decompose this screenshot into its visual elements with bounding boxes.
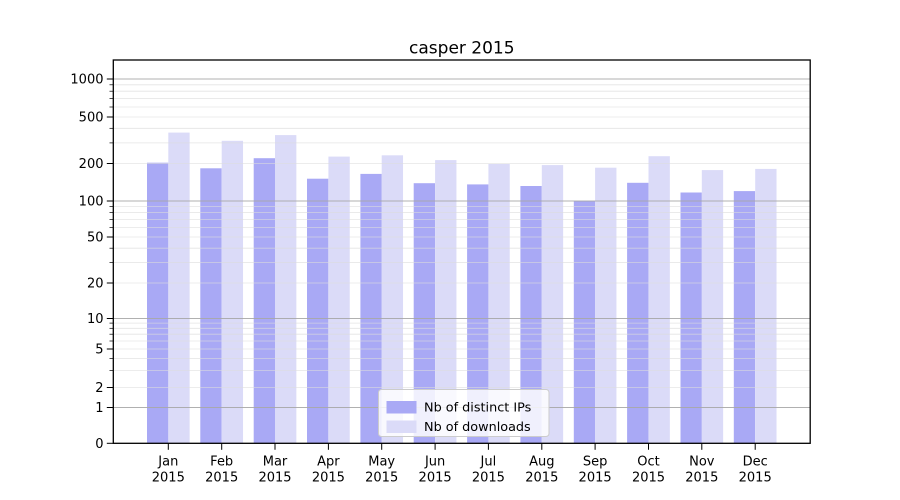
bar-nb-of-distinct-ips-mar [253, 158, 276, 444]
bar-nb-of-distinct-ips-jul [467, 184, 489, 444]
x-tick-label-sep: Sep 2015 [579, 455, 612, 486]
x-tick-year-jan: 2015 [152, 471, 185, 486]
x-tick-month-nov: Nov [689, 455, 715, 470]
legend: Nb of distinct IPs Nb of downloads [378, 389, 550, 437]
bar-nb-of-distinct-ips-oct [627, 182, 649, 444]
x-tick-month-sep: Sep [583, 455, 608, 470]
bar-nb-of-downloads-jul [488, 164, 510, 444]
y-tick-label-1000: 1000 [70, 73, 103, 88]
x-tick-label-feb: Feb 2015 [205, 455, 238, 486]
bar-nb-of-distinct-ips-nov [680, 192, 702, 444]
bar-nb-of-downloads-nov [701, 170, 724, 444]
x-tick-year-may: 2015 [365, 471, 398, 486]
x-tick-label-oct: Oct 2015 [632, 455, 665, 486]
bar-nb-of-distinct-ips-dec [733, 191, 756, 444]
y-tick-label-2: 2 [95, 381, 103, 396]
bar-nb-of-distinct-ips-jan [147, 162, 169, 444]
x-tick-year-nov: 2015 [685, 471, 718, 486]
x-tick-month-apr: Apr [317, 455, 340, 470]
bar-nb-of-distinct-ips-may [360, 173, 382, 444]
bar-nb-of-downloads-aug [541, 165, 564, 444]
x-tick-month-aug: Aug [529, 455, 554, 470]
bar-nb-of-downloads-oct [648, 156, 670, 444]
x-tick-label-may: May 2015 [365, 455, 398, 486]
legend-box [378, 389, 550, 437]
bar-nb-of-downloads-sep [595, 167, 617, 444]
x-tick-month-jan: Jan [157, 455, 178, 470]
y-tick-label-500: 500 [79, 111, 104, 126]
y-tick-label-0: 0 [95, 437, 103, 452]
y-tick-label-50: 50 [87, 231, 104, 246]
x-tick-label-jun: Jun 2015 [419, 455, 452, 486]
x-tick-year-mar: 2015 [258, 471, 291, 486]
x-tick-label-apr: Apr 2015 [312, 455, 345, 486]
y-tick-label-20: 20 [87, 277, 104, 292]
x-tick-year-jul: 2015 [472, 471, 505, 486]
x-tick-year-sep: 2015 [579, 471, 612, 486]
legend-label-nb-of-downloads: Nb of downloads [424, 420, 531, 435]
x-tick-month-oct: Oct [637, 455, 659, 470]
bar-nb-of-distinct-ips-feb [200, 168, 222, 444]
legend-swatch-nb-of-distinct-ips [386, 401, 417, 414]
x-tick-year-jun: 2015 [419, 471, 452, 486]
bar-nb-of-downloads-apr [328, 156, 350, 444]
legend-label-nb-of-distinct-ips: Nb of distinct IPs [424, 401, 532, 416]
x-tick-year-aug: 2015 [525, 471, 558, 486]
x-tick-label-dec: Dec 2015 [739, 455, 772, 486]
x-tick-month-mar: Mar [263, 455, 288, 470]
x-tick-month-jul: Jul [480, 455, 497, 470]
bar-nb-of-downloads-mar [275, 135, 297, 444]
x-tick-year-dec: 2015 [739, 471, 772, 486]
x-tick-label-aug: Aug 2015 [525, 455, 558, 486]
bar-nb-of-distinct-ips-aug [520, 186, 542, 444]
bar-nb-of-distinct-ips-apr [307, 178, 329, 444]
grid-layer [113, 78, 811, 408]
bar-nb-of-distinct-ips-sep [573, 201, 596, 444]
plot-border [112, 59, 811, 444]
x-tick-label-jul: Jul 2015 [472, 455, 505, 486]
chart-title: casper 2015 [409, 39, 515, 59]
y-tick-label-200: 200 [79, 157, 104, 172]
x-tick-year-feb: 2015 [205, 471, 238, 486]
x-tick-label-nov: Nov 2015 [685, 455, 718, 486]
y-tick-label-1: 1 [95, 401, 103, 416]
x-tick-year-oct: 2015 [632, 471, 665, 486]
legend-swatch-nb-of-downloads [386, 420, 417, 433]
bar-nb-of-downloads-feb [221, 140, 244, 444]
x-tick-year-apr: 2015 [312, 471, 345, 486]
x-tick-label-jan: Jan 2015 [152, 455, 185, 486]
x-tick-month-feb: Feb [210, 455, 233, 470]
y-axis: 0 1 2 5 10 20 50 100 200 500 1000 [70, 73, 114, 452]
y-tick-label-10: 10 [87, 312, 104, 327]
x-tick-month-dec: Dec [743, 455, 768, 470]
bar-nb-of-downloads-dec [755, 168, 777, 444]
bars-layer [147, 132, 777, 444]
x-tick-label-mar: Mar 2015 [258, 455, 291, 486]
x-tick-month-jun: Jun [424, 455, 445, 470]
bar-nb-of-downloads-jan [168, 132, 190, 444]
y-tick-label-5: 5 [95, 343, 103, 358]
x-tick-month-may: May [368, 455, 395, 470]
y-tick-label-100: 100 [79, 195, 104, 210]
bar-nb-of-downloads-jun [435, 160, 457, 444]
